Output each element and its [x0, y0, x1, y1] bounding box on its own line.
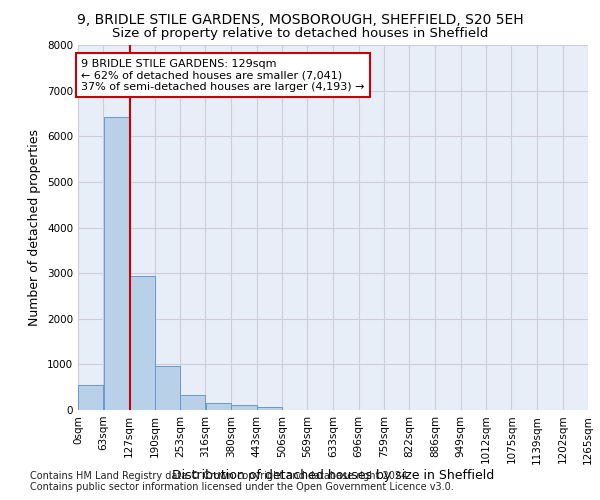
X-axis label: Distribution of detached houses by size in Sheffield: Distribution of detached houses by size … — [172, 469, 494, 482]
Bar — [155, 366, 180, 410]
Bar — [130, 276, 155, 410]
Text: Contains public sector information licensed under the Open Government Licence v3: Contains public sector information licen… — [30, 482, 454, 492]
Text: 9 BRIDLE STILE GARDENS: 129sqm
← 62% of detached houses are smaller (7,041)
37% : 9 BRIDLE STILE GARDENS: 129sqm ← 62% of … — [81, 58, 365, 92]
Text: Contains HM Land Registry data © Crown copyright and database right 2024.: Contains HM Land Registry data © Crown c… — [30, 471, 410, 481]
Text: 9, BRIDLE STILE GARDENS, MOSBOROUGH, SHEFFIELD, S20 5EH: 9, BRIDLE STILE GARDENS, MOSBOROUGH, SHE… — [77, 12, 523, 26]
Bar — [180, 395, 205, 410]
Y-axis label: Number of detached properties: Number of detached properties — [28, 129, 41, 326]
Text: Size of property relative to detached houses in Sheffield: Size of property relative to detached ho… — [112, 28, 488, 40]
Bar — [257, 407, 282, 410]
Bar — [232, 405, 257, 410]
Bar — [104, 116, 129, 410]
Bar — [205, 402, 231, 410]
Bar — [78, 386, 103, 410]
